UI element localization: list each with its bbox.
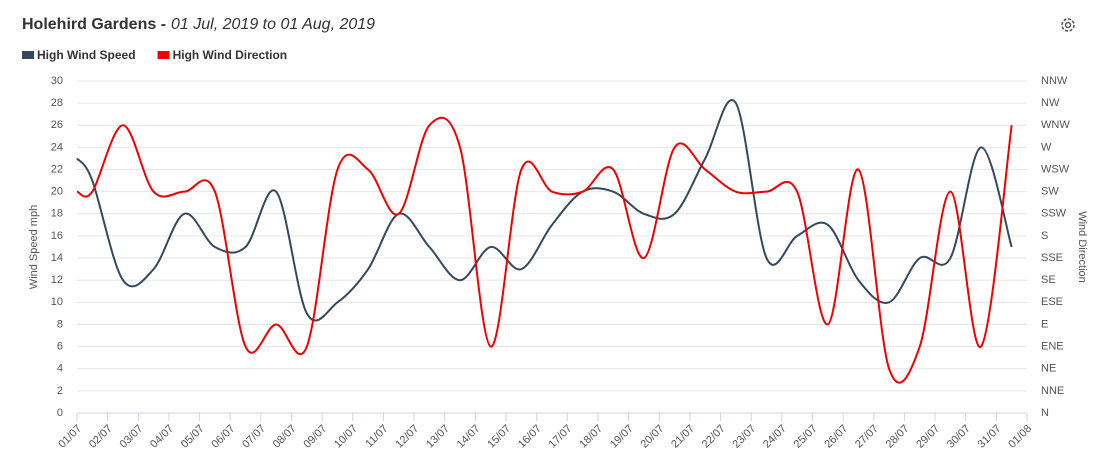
- x-tick-label: 24/07: [761, 423, 789, 451]
- series-line: [76, 116, 1013, 384]
- chart-title: Holehird Gardens -: [22, 16, 166, 33]
- x-tick-label: 08/07: [271, 423, 299, 451]
- x-tick-label: 01/08: [1006, 423, 1034, 451]
- y-tick-label: 6: [57, 341, 63, 353]
- x-tick-label: 13/07: [424, 423, 452, 451]
- x-tick-label: 22/07: [700, 423, 728, 451]
- y-tick-label: 22: [51, 163, 63, 175]
- x-tick-label: 06/07: [209, 423, 237, 451]
- x-tick-label: 17/07: [547, 423, 575, 451]
- y-tick-label: 14: [51, 252, 63, 264]
- x-tick-label: 30/07: [945, 423, 973, 451]
- x-tick-label: 21/07: [669, 423, 697, 451]
- x-tick-label: 20/07: [638, 423, 666, 451]
- x-tick-label: 04/07: [148, 423, 176, 451]
- x-tick-label: 07/07: [240, 423, 268, 451]
- y-tick-label: 12: [51, 274, 63, 286]
- legend-swatch: [22, 51, 34, 59]
- y2-tick-label: S: [1041, 230, 1048, 242]
- x-tick-label: 18/07: [577, 423, 605, 451]
- y-tick-label: 8: [57, 318, 63, 330]
- chart-subtitle: 01 Jul, 2019 to 01 Aug, 2019: [171, 16, 375, 33]
- gear[interactable]: [1061, 18, 1075, 32]
- legend-swatch: [157, 51, 170, 59]
- x-tick-label: 29/07: [914, 423, 942, 451]
- y2-tick-label: SE: [1041, 274, 1056, 286]
- y2-tick-label: NE: [1041, 363, 1056, 375]
- y2-tick-label: ENE: [1041, 341, 1064, 353]
- gear-hole[interactable]: [1064, 21, 1072, 29]
- settings-icon[interactable]: [1061, 18, 1075, 32]
- y2-tick-label: SW: [1041, 186, 1059, 198]
- y2-tick-label: NNW: [1041, 75, 1068, 87]
- x-tick-label: 27/07: [853, 423, 881, 451]
- y-axis-label: Wind Speed mph: [28, 205, 40, 289]
- x-tick-label: 15/07: [485, 423, 513, 451]
- y2-tick-label: E: [1041, 318, 1048, 330]
- y2-tick-label: ESE: [1041, 296, 1063, 308]
- x-tick-label: 31/07: [976, 423, 1004, 451]
- y2-tick-label: NW: [1041, 97, 1060, 109]
- y2-tick-label: WNW: [1041, 119, 1070, 131]
- y-tick-label: 18: [51, 208, 63, 220]
- x-tick-label: 10/07: [332, 423, 360, 451]
- legend-label: High Wind Speed: [37, 48, 136, 62]
- x-tick-label: 05/07: [179, 423, 207, 451]
- x-tick-label: 23/07: [730, 423, 758, 451]
- y2-tick-label: WSW: [1041, 163, 1070, 175]
- x-tick-label: 09/07: [301, 423, 329, 451]
- y-tick-label: 16: [51, 230, 63, 242]
- y2-tick-label: SSW: [1041, 208, 1067, 220]
- y2-axis-label: Wind Direction: [1076, 211, 1088, 283]
- x-tick-label: 14/07: [455, 423, 483, 451]
- x-tick-label: 12/07: [393, 423, 421, 451]
- y-tick-label: 2: [57, 385, 63, 397]
- y-tick-label: 4: [57, 363, 63, 375]
- x-tick-label: 28/07: [884, 423, 912, 451]
- y2-tick-label: N: [1041, 407, 1049, 419]
- x-tick-label: 16/07: [516, 423, 544, 451]
- y2-tick-label: SSE: [1041, 252, 1063, 264]
- y-tick-label: 30: [51, 75, 63, 87]
- x-tick-label: 01/07: [56, 423, 84, 451]
- x-tick-label: 03/07: [118, 423, 146, 451]
- y-tick-label: 10: [51, 296, 63, 308]
- x-tick-label: 02/07: [87, 423, 115, 451]
- y-tick-label: 20: [51, 186, 63, 198]
- y2-tick-label: W: [1041, 141, 1052, 153]
- legend-label: High Wind Direction: [173, 48, 288, 62]
- series-line: [76, 99, 1013, 322]
- x-tick-label: 19/07: [608, 423, 636, 451]
- x-tick-label: 25/07: [792, 423, 820, 451]
- x-tick-label: 11/07: [363, 423, 390, 450]
- y2-tick-label: NNE: [1041, 385, 1064, 397]
- y-tick-label: 24: [51, 141, 63, 153]
- x-tick-label: 26/07: [822, 423, 850, 451]
- y-tick-label: 0: [57, 407, 63, 419]
- y-tick-label: 28: [51, 97, 63, 109]
- y-tick-label: 26: [51, 119, 63, 131]
